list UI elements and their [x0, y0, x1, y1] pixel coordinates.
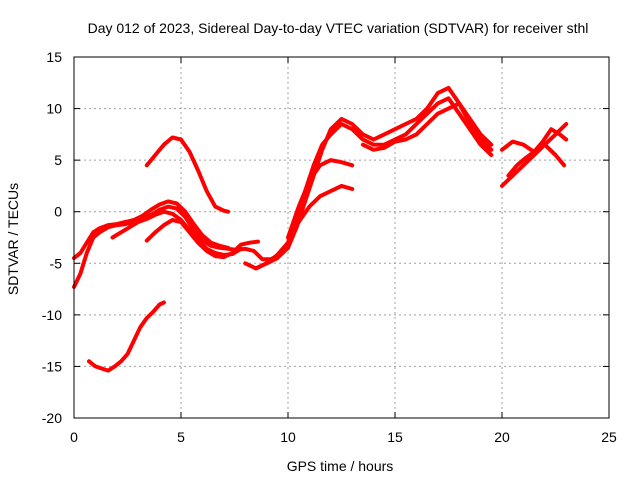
series-line-trace-4 [144, 218, 260, 260]
y-axis-label: SDTVAR / TECUs [5, 183, 21, 295]
x-tick-label: 25 [601, 429, 617, 445]
series-line-trace-1 [72, 204, 290, 289]
series-line-trace-6 [87, 300, 166, 373]
y-tick-label: -15 [42, 358, 62, 374]
series-line-trace-2 [72, 199, 231, 261]
x-axis-label: GPS time / hours [287, 458, 394, 474]
data-series-group [72, 85, 569, 373]
x-tick-label: 0 [70, 429, 78, 445]
series-line-trace-10 [286, 158, 355, 240]
series-line-trace-5 [144, 135, 231, 214]
series-line-trace-9 [264, 183, 355, 266]
series-line-trace-3 [110, 209, 243, 257]
y-tick-label: -20 [42, 410, 62, 426]
y-tick-label: -10 [42, 307, 62, 323]
x-tick-label: 5 [177, 429, 185, 445]
plot-frame [73, 56, 610, 419]
y-tick-label: 0 [54, 204, 62, 220]
x-tick-label: 15 [387, 429, 403, 445]
series-line-trace-7 [243, 85, 494, 271]
chart-title: Day 012 of 2023, Sidereal Day-to-day VTE… [88, 20, 589, 36]
grid-lines [74, 57, 609, 418]
series-line-trace-14 [506, 127, 569, 178]
y-tick-label: 15 [46, 49, 62, 65]
y-tick-label: 10 [46, 101, 62, 117]
y-tick-label: 5 [54, 152, 62, 168]
x-tick-label: 20 [494, 429, 510, 445]
series-line-trace-12 [500, 122, 569, 188]
axes-group: 0 5 10 15 20 25 -20 -15 -10 -5 0 5 10 15 [42, 49, 617, 445]
x-tick-label: 10 [280, 429, 296, 445]
y-tick-label: -5 [50, 255, 63, 271]
series-line-trace-11 [360, 101, 494, 152]
